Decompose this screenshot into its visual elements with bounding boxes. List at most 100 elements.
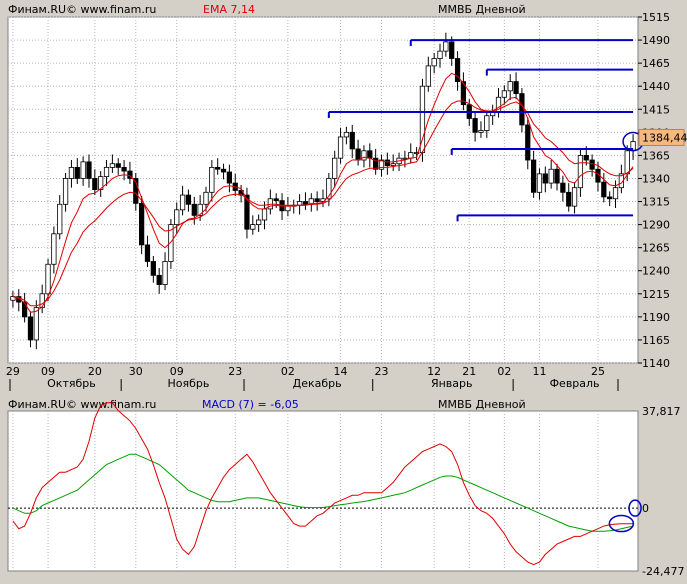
macd-highlight-circle-2 — [628, 499, 642, 517]
candle-body — [326, 178, 332, 200]
candle-body — [185, 194, 192, 205]
candle-body — [577, 154, 584, 189]
ema-slow-line — [12, 100, 634, 307]
candle-body — [203, 191, 209, 205]
x-tick-label: 21 — [462, 365, 476, 378]
x-tick-label: 30 — [129, 365, 143, 378]
candle-body — [174, 209, 180, 225]
candle-body — [62, 178, 69, 205]
candle-body — [548, 168, 554, 184]
y-tick-label: 1190 — [642, 311, 670, 324]
candle-body — [92, 178, 98, 190]
candle-body — [560, 182, 566, 193]
x-tick-label: 02 — [497, 365, 511, 378]
candle-body — [443, 41, 449, 52]
candle-body — [191, 203, 197, 216]
last-price-tag — [638, 128, 685, 146]
candle-body — [22, 301, 28, 318]
candle-body — [624, 150, 630, 175]
candle-body — [168, 224, 174, 262]
candle-body — [571, 187, 578, 207]
candle-body — [566, 191, 572, 207]
candle-body — [583, 154, 589, 161]
y-tick-label: 1340 — [642, 172, 670, 185]
candle-body — [33, 307, 39, 341]
x-tick-label: 09 — [41, 365, 55, 378]
candle-body — [554, 168, 560, 184]
main-instrument-label: ММВБ Дневной — [438, 3, 526, 16]
candle-body — [162, 261, 168, 285]
macd-source-label: Финам.RU© www.finam.ru — [8, 398, 157, 411]
candle-body — [302, 201, 309, 205]
candle-body — [156, 274, 162, 285]
candle-body — [361, 150, 367, 161]
candle-body — [27, 316, 34, 341]
x-tick-label: 09 — [170, 365, 184, 378]
candle-body — [51, 233, 57, 265]
y-tick-label: 1365 — [642, 149, 670, 162]
y-tick-label: 1215 — [642, 288, 670, 301]
y-tick-label: 1290 — [642, 219, 670, 232]
candle-body — [86, 161, 92, 179]
x-tick-label: 14 — [334, 365, 348, 378]
candle-body — [150, 261, 156, 276]
candle-body — [507, 81, 513, 92]
candle-body — [542, 173, 548, 184]
candle-body — [367, 150, 373, 159]
candle-body — [536, 173, 543, 193]
macd-line — [12, 402, 634, 566]
candle-body — [349, 131, 355, 150]
candle-body — [378, 159, 385, 170]
candle-body — [256, 219, 262, 225]
month-label: Октябрь — [47, 377, 96, 390]
candle-body — [454, 58, 461, 82]
macd-signal-line — [12, 453, 634, 532]
macd-plot-area — [7, 410, 639, 572]
x-tick-label: 02 — [281, 365, 295, 378]
y-tick-label: 1465 — [642, 57, 670, 70]
y-tick-label: 1490 — [642, 34, 670, 47]
y-tick-label: 1140 — [642, 357, 670, 370]
candle-body — [115, 163, 121, 168]
candle-body — [425, 65, 431, 87]
y-tick-label: 1315 — [642, 196, 670, 209]
macd-y-label: -24,477 — [642, 565, 684, 578]
candle-body — [337, 136, 344, 159]
month-label: Январь — [431, 377, 473, 390]
x-tick-label: 25 — [591, 365, 605, 378]
candle-body — [484, 115, 490, 131]
candle-body — [57, 203, 63, 235]
candle-body — [215, 166, 221, 170]
candle-body — [460, 81, 467, 106]
candle-body — [74, 166, 80, 179]
candle-body — [472, 118, 478, 133]
x-tick-label: 23 — [228, 365, 242, 378]
candle-body — [209, 166, 215, 193]
candle-body — [355, 148, 361, 161]
month-label: Февраль — [550, 377, 600, 390]
candle-body — [121, 166, 127, 172]
main-source-label: Финам.RU© www.finam.ru — [8, 3, 157, 16]
candle-body — [343, 131, 350, 138]
candle-body — [513, 81, 519, 94]
y-tick-label: 1515 — [642, 11, 670, 24]
x-tick-label: 23 — [375, 365, 389, 378]
candle-body — [373, 157, 379, 170]
x-tick-label: 29 — [6, 365, 20, 378]
candle-body — [179, 194, 186, 211]
candle-body — [314, 198, 320, 202]
candle-body — [98, 176, 104, 190]
macd-indicator-label: MACD (7) = -6,05 — [202, 398, 299, 411]
main-indicator-label: EMA 7,14 — [203, 3, 255, 16]
candle-body — [525, 124, 531, 161]
candle-body — [402, 157, 408, 160]
candle-body — [601, 181, 607, 198]
candle-body — [501, 90, 507, 98]
month-label: Ноябрь — [168, 377, 210, 390]
candle-body — [296, 201, 303, 206]
y-tick-label: 1415 — [642, 103, 670, 116]
candle-body — [390, 163, 396, 166]
candle-body — [413, 152, 420, 155]
candle-body — [607, 196, 613, 200]
